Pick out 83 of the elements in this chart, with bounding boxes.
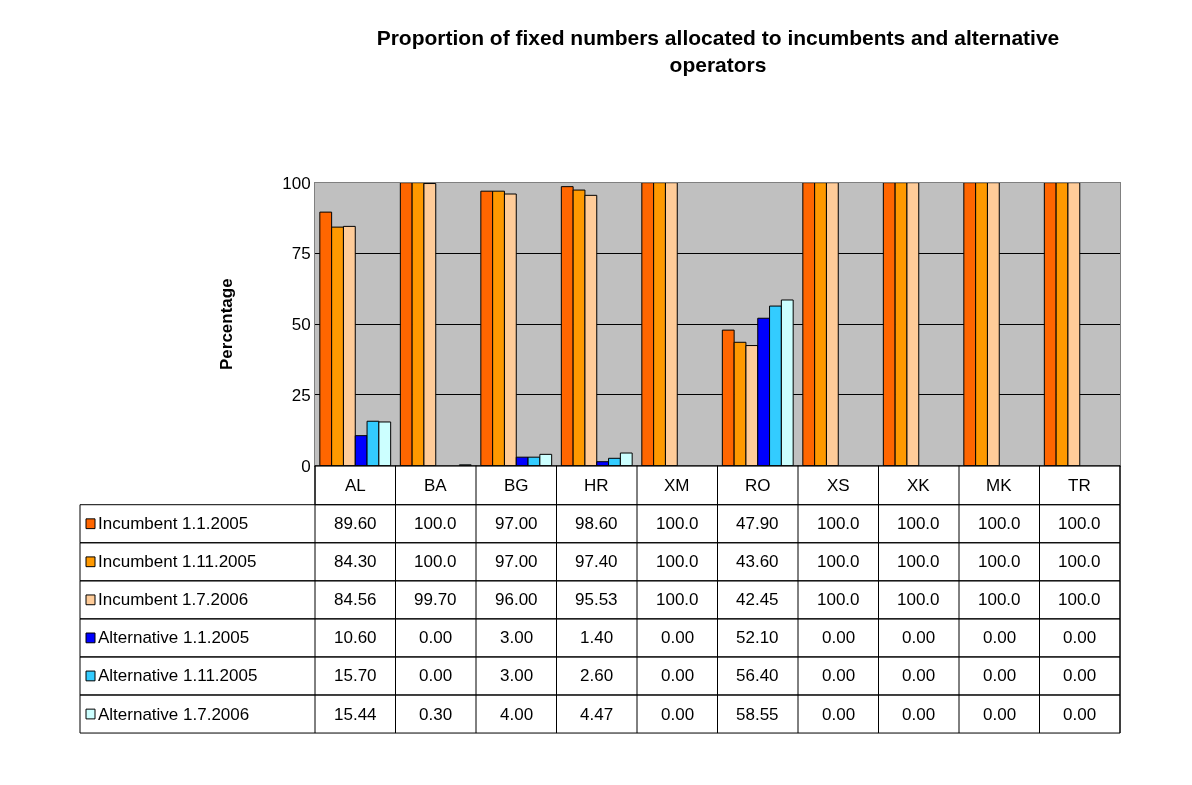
data-label: 95.53 [575,590,618,609]
data-label: 100.0 [1058,514,1101,533]
data-label: 15.44 [334,705,377,724]
data-label: 100.0 [656,590,699,609]
data-label: 0.00 [822,705,856,724]
data-label: 2.60 [580,666,614,685]
data-label: 84.30 [334,552,377,571]
data-label: 0.00 [419,666,453,685]
data-label: 100.0 [817,514,860,533]
x-tick-label: BG [504,476,529,495]
data-label: 100.0 [656,552,699,571]
data-label: 0.00 [1063,628,1097,647]
data-label: 52.10 [736,628,779,647]
data-label: 0.00 [822,628,856,647]
data-label: 89.60 [334,514,377,533]
data-label: 0.00 [902,705,936,724]
data-label: 4.47 [580,705,614,724]
data-label: 0.00 [1063,705,1097,724]
legend-label: Incumbent 1.1.2005 [98,514,249,533]
data-label: 1.40 [580,628,614,647]
data-label: 96.00 [495,590,538,609]
data-label: 3.00 [500,628,534,647]
data-label: 100.0 [897,590,940,609]
data-label: 98.60 [575,514,618,533]
legend-label: Alternative 1.1.2005 [98,628,250,647]
data-label: 97.40 [575,552,618,571]
data-label: 0.00 [983,666,1017,685]
x-tick-label: XS [827,476,850,495]
data-label: 10.60 [334,628,377,647]
data-label: 100.0 [897,552,940,571]
data-label: 99.70 [414,590,457,609]
x-tick-label: BA [424,476,448,495]
x-tick-label: XM [664,476,690,495]
data-label: 15.70 [334,666,377,685]
y-tick-label: 75 [291,244,311,264]
legend-label: Incumbent 1.11.2005 [98,552,257,571]
x-tick-label: RO [745,476,771,495]
y-tick-label: 25 [291,385,311,405]
data-label: 0.00 [419,628,453,647]
y-tick-label: 0 [301,456,311,476]
legend-label: Alternative 1.11.2005 [98,666,258,685]
data-label: 0.30 [419,705,453,724]
x-tick-label: MK [986,476,1013,495]
data-label: 100.0 [1058,590,1101,609]
data-label: 100.0 [978,514,1021,533]
data-label: 42.45 [736,590,779,609]
data-label: 56.40 [736,666,779,685]
data-label: 58.55 [736,705,779,724]
data-label: 100.0 [656,514,699,533]
data-label: 100.0 [414,552,457,571]
data-label: 3.00 [500,666,534,685]
data-label: 47.90 [736,514,779,533]
legend-label: Incumbent 1.7.2006 [98,590,249,609]
data-label: 0.00 [983,628,1017,647]
data-label: 43.60 [736,552,779,571]
data-label: 84.56 [334,590,377,609]
legend-label: Alternative 1.7.2006 [98,705,250,724]
data-label: 100.0 [897,514,940,533]
x-tick-label: XK [907,476,931,495]
y-tick-label: 50 [291,315,311,335]
data-label: 100.0 [414,514,457,533]
y-axis-title: Percentage [216,278,236,371]
data-label: 100.0 [978,590,1021,609]
data-label: 0.00 [983,705,1017,724]
data-label: 100.0 [817,552,860,571]
data-label: 100.0 [1058,552,1101,571]
y-tick-label: 100 [282,173,311,193]
data-label: 0.00 [661,628,695,647]
data-label: 100.0 [817,590,860,609]
data-label: 4.00 [500,705,534,724]
x-tick-label: AL [345,476,366,495]
data-label: 100.0 [978,552,1021,571]
data-label: 0.00 [1063,666,1097,685]
data-label: 0.00 [661,705,695,724]
x-tick-label: TR [1068,476,1091,495]
data-label: 97.00 [495,514,538,533]
data-label: 97.00 [495,552,538,571]
chart-title: Proportion of fixed numbers allocated to incumbents and alternative operators [376,26,1060,77]
data-label: 0.00 [902,628,936,647]
data-label: 0.00 [822,666,856,685]
data-label: 0.00 [902,666,936,685]
data-label: 0.00 [661,666,695,685]
x-tick-label: HR [584,476,609,495]
